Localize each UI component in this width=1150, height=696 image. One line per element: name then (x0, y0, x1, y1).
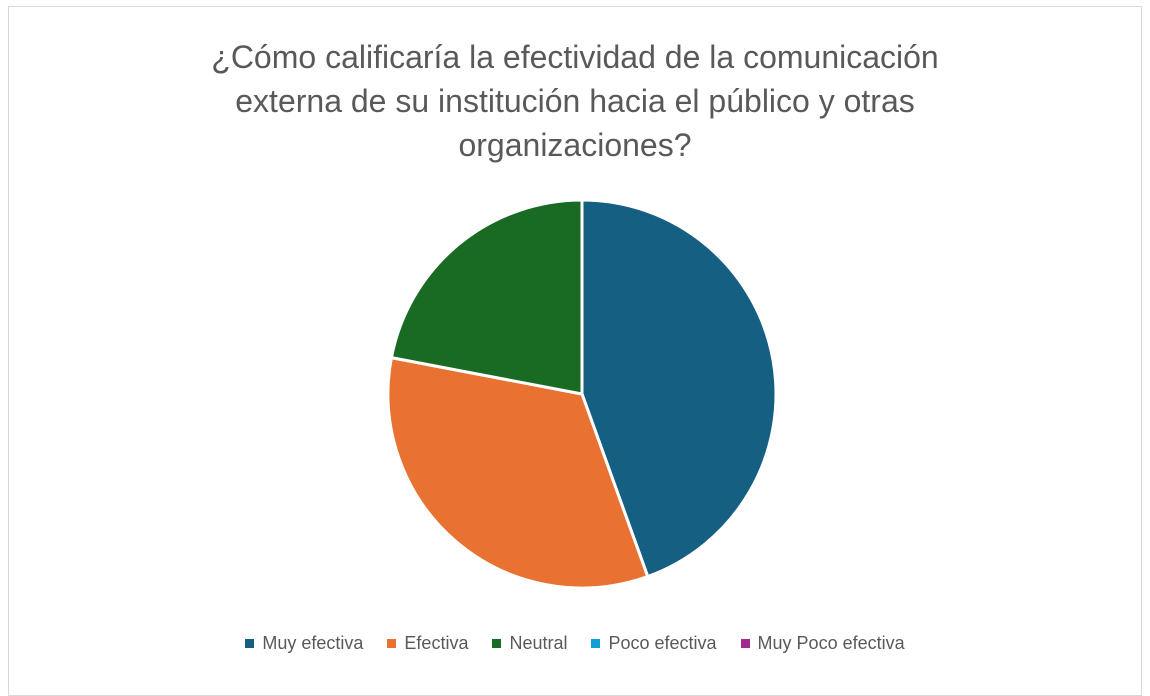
legend-swatch-efectiva (387, 639, 397, 648)
pie-slice-neutral (389, 198, 584, 396)
legend-label-poco-efectiva: Poco efectiva (608, 633, 717, 653)
chart-title-line-2: externa de su institución hacia el públi… (235, 83, 915, 119)
chart-title: ¿Cómo calificaría la efectividad de la c… (9, 35, 1141, 167)
legend-label-muy-efectiva: Muy efectiva (262, 633, 364, 653)
legend-item-neutral: Neutral (492, 633, 567, 654)
pie-chart (386, 198, 778, 590)
legend-item-muy-poco-efectiva: Muy Poco efectiva (740, 633, 905, 654)
chart-area: ¿Cómo calificaría la efectividad de la c… (8, 6, 1142, 696)
legend-label-muy-poco-efectiva: Muy Poco efectiva (757, 633, 905, 653)
legend-swatch-muy-poco-efectiva (740, 639, 750, 648)
legend: Muy efectiva Efectiva Neutral Poco efect… (9, 633, 1141, 654)
chart-title-line-3: organizaciones? (458, 127, 692, 163)
chart-title-line-1: ¿Cómo calificaría la efectividad de la c… (211, 39, 939, 75)
legend-swatch-neutral (492, 639, 502, 648)
legend-item-efectiva: Efectiva (387, 633, 468, 654)
pie-slice-muy-efectiva (580, 198, 778, 579)
legend-label-efectiva: Efectiva (404, 633, 469, 653)
pie-slice-efectiva (386, 355, 650, 590)
legend-swatch-poco-efectiva (591, 639, 601, 648)
legend-label-neutral: Neutral (509, 633, 568, 653)
legend-swatch-muy-efectiva (245, 639, 255, 648)
legend-item-poco-efectiva: Poco efectiva (591, 633, 717, 654)
legend-item-muy-efectiva: Muy efectiva (245, 633, 363, 654)
